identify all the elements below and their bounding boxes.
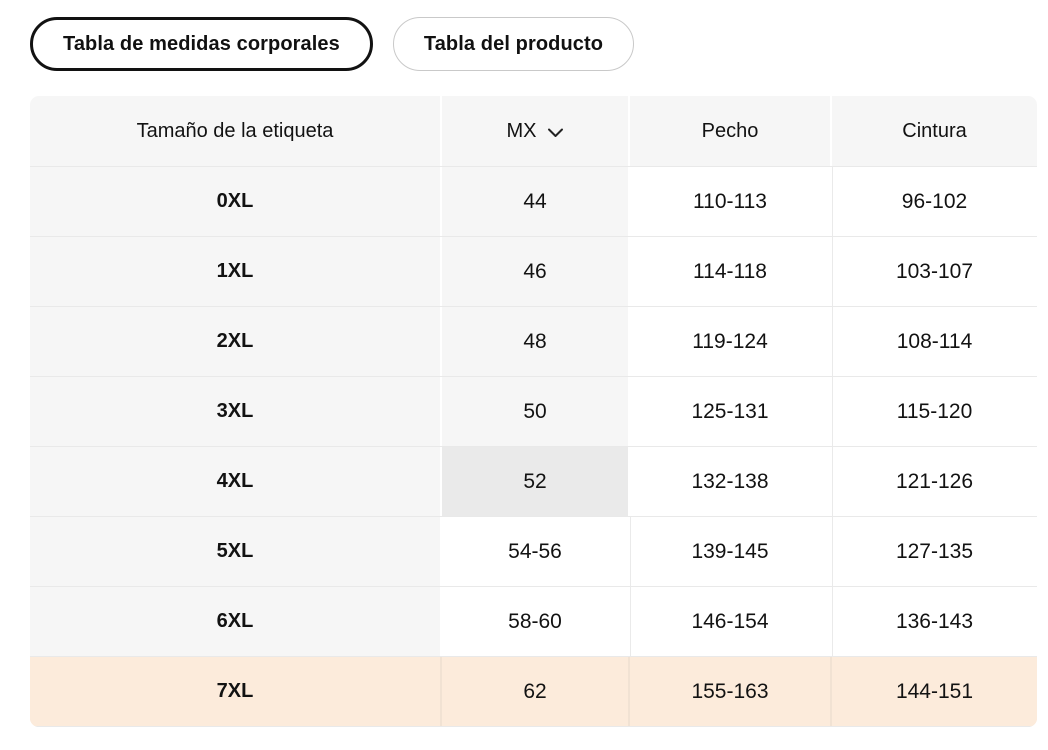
- column-header-size-label: Tamaño de la etiqueta: [30, 96, 440, 166]
- waist-cell: 136-143: [832, 587, 1037, 656]
- chest-cell: 155-163: [630, 657, 830, 726]
- table-row-1xl[interactable]: 1XL 46 114-118 103-107: [30, 237, 1037, 307]
- table-header-row: Tamaño de la etiqueta MX Pecho Cintura: [30, 96, 1037, 167]
- waist-cell: 108-114: [832, 307, 1037, 376]
- region-selector-dropdown[interactable]: MX: [442, 96, 628, 166]
- mx-size-cell: 44: [442, 167, 628, 236]
- waist-cell: 144-151: [832, 657, 1037, 726]
- size-cell: 6XL: [30, 587, 440, 656]
- mx-size-cell: 54-56: [442, 517, 628, 586]
- table-row-6xl[interactable]: 6XL 58-60 146-154 136-143: [30, 587, 1037, 657]
- size-table: Tamaño de la etiqueta MX Pecho Cintura 0…: [30, 96, 1037, 727]
- mx-size-cell: 50: [442, 377, 628, 446]
- waist-cell: 127-135: [832, 517, 1037, 586]
- region-label: MX: [506, 119, 537, 142]
- size-cell: 4XL: [30, 447, 440, 516]
- table-row-4xl-selected[interactable]: 4XL 52 132-138 121-126: [30, 447, 1037, 517]
- size-cell: 1XL: [30, 237, 440, 306]
- table-row-7xl-highlighted[interactable]: 7XL 62 155-163 144-151: [30, 657, 1037, 727]
- chest-cell: 132-138: [630, 447, 830, 516]
- mx-size-cell: 58-60: [442, 587, 628, 656]
- size-cell: 0XL: [30, 167, 440, 236]
- chest-cell: 110-113: [630, 167, 830, 236]
- size-cell: 5XL: [30, 517, 440, 586]
- tab-product-measurements[interactable]: Tabla del producto: [392, 17, 635, 71]
- mx-size-cell-selected: 52: [442, 447, 628, 516]
- waist-cell: 121-126: [832, 447, 1037, 516]
- chest-cell: 139-145: [630, 517, 830, 586]
- chevron-down-icon: [547, 128, 564, 138]
- table-row-0xl[interactable]: 0XL 44 110-113 96-102: [30, 167, 1037, 237]
- mx-size-cell: 62: [442, 657, 628, 726]
- table-row-5xl[interactable]: 5XL 54-56 139-145 127-135: [30, 517, 1037, 587]
- chest-cell: 146-154: [630, 587, 830, 656]
- size-cell: 7XL: [30, 657, 440, 726]
- waist-cell: 96-102: [832, 167, 1037, 236]
- mx-size-cell: 48: [442, 307, 628, 376]
- chest-cell: 125-131: [630, 377, 830, 446]
- mx-size-cell: 46: [442, 237, 628, 306]
- size-cell: 3XL: [30, 377, 440, 446]
- chest-cell: 119-124: [630, 307, 830, 376]
- size-cell: 2XL: [30, 307, 440, 376]
- table-row-2xl[interactable]: 2XL 48 119-124 108-114: [30, 307, 1037, 377]
- table-row-3xl[interactable]: 3XL 50 125-131 115-120: [30, 377, 1037, 447]
- chest-cell: 114-118: [630, 237, 830, 306]
- waist-cell: 103-107: [832, 237, 1037, 306]
- size-chart-tabs: Tabla de medidas corporales Tabla del pr…: [0, 0, 1048, 71]
- waist-cell: 115-120: [832, 377, 1037, 446]
- tab-body-measurements[interactable]: Tabla de medidas corporales: [30, 17, 373, 71]
- column-header-chest: Pecho: [630, 96, 830, 166]
- column-header-waist: Cintura: [832, 96, 1037, 166]
